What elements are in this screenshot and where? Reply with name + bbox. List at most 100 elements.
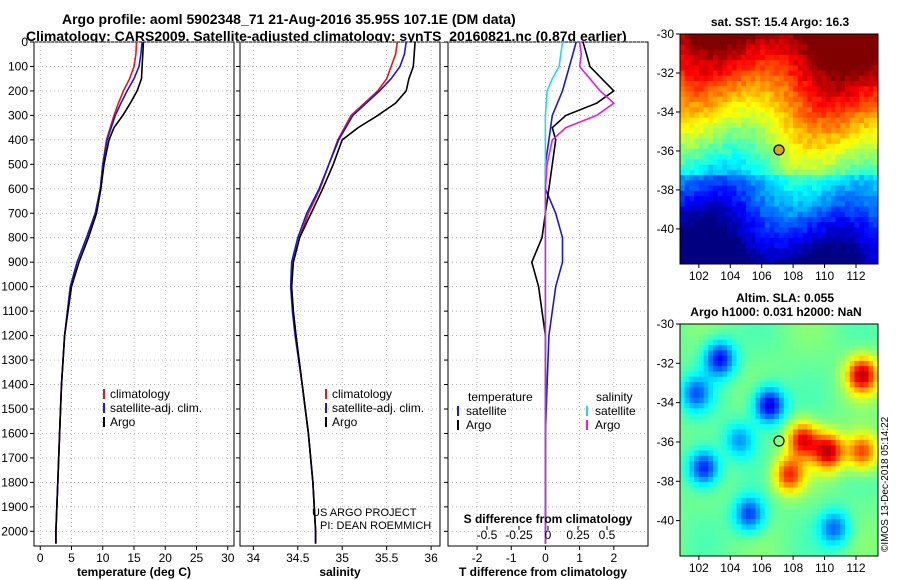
map-cell bbox=[708, 513, 714, 520]
map-cell bbox=[816, 206, 822, 213]
map-cell bbox=[703, 216, 709, 223]
map-cell bbox=[797, 122, 803, 129]
map-cell bbox=[821, 190, 827, 197]
map-cell bbox=[868, 445, 874, 451]
map-cell bbox=[849, 39, 855, 45]
map-cell bbox=[774, 34, 780, 40]
map-cell bbox=[746, 201, 752, 207]
map-cell bbox=[845, 545, 851, 552]
map-cell bbox=[746, 508, 752, 515]
map-cell bbox=[859, 355, 865, 362]
map-cell bbox=[783, 154, 789, 160]
map-cell bbox=[807, 455, 813, 462]
map-cell bbox=[698, 339, 704, 346]
x-tick-label: 5 bbox=[68, 551, 75, 565]
map-cell bbox=[816, 513, 822, 520]
map-cell bbox=[845, 206, 851, 213]
legend-label: satellite-adj. clim. bbox=[332, 401, 424, 415]
map-cell bbox=[830, 248, 836, 254]
map-cell bbox=[727, 524, 733, 531]
map-cell bbox=[722, 149, 728, 155]
map-cell bbox=[727, 545, 733, 552]
map-cell bbox=[854, 455, 860, 462]
map-cell bbox=[764, 222, 770, 228]
map-cell bbox=[835, 54, 841, 61]
map-cell bbox=[717, 86, 723, 92]
map-cell bbox=[708, 222, 714, 228]
map-cell bbox=[779, 339, 785, 346]
map-cell bbox=[755, 128, 761, 134]
map-cell bbox=[783, 54, 789, 61]
map-cell bbox=[840, 49, 846, 56]
map-cell bbox=[802, 413, 808, 420]
map-cell bbox=[821, 334, 827, 341]
map-cell bbox=[873, 376, 879, 383]
map-cell bbox=[830, 339, 836, 346]
map-cell bbox=[698, 232, 704, 239]
map-cell bbox=[849, 498, 855, 504]
map-cell bbox=[816, 450, 822, 457]
map-cell bbox=[854, 65, 860, 71]
map-cell bbox=[703, 371, 709, 378]
map-cell bbox=[760, 487, 766, 494]
map-cell bbox=[750, 508, 756, 515]
map-cell bbox=[694, 180, 700, 186]
map-cell bbox=[859, 190, 865, 197]
map-cell bbox=[868, 540, 874, 546]
map-cell bbox=[812, 96, 818, 103]
map-cell bbox=[793, 534, 799, 541]
map-cell bbox=[708, 112, 714, 119]
map-cell bbox=[826, 471, 832, 478]
map-cell bbox=[783, 408, 789, 415]
map-cell bbox=[826, 133, 832, 139]
map-cell bbox=[769, 122, 775, 129]
map-cell bbox=[868, 529, 874, 536]
map-cell bbox=[713, 466, 719, 473]
map-cell bbox=[821, 382, 827, 388]
map-cell bbox=[717, 461, 723, 467]
map-cell bbox=[731, 143, 737, 150]
map-cell bbox=[680, 149, 686, 155]
map-cell bbox=[727, 550, 733, 557]
map-cell bbox=[835, 403, 841, 409]
map-cell bbox=[727, 39, 733, 45]
map-cell bbox=[788, 216, 794, 223]
map-cell bbox=[741, 408, 747, 415]
map-cell bbox=[802, 529, 808, 536]
map-cell bbox=[755, 159, 761, 166]
map-cell bbox=[750, 387, 756, 393]
map-cell bbox=[746, 65, 752, 71]
map-cell bbox=[750, 403, 756, 409]
map-cell bbox=[760, 498, 766, 504]
map-cell bbox=[684, 376, 690, 383]
map-cell bbox=[783, 175, 789, 181]
map-cell bbox=[779, 70, 785, 77]
map-cell bbox=[845, 91, 851, 98]
map-cell bbox=[769, 227, 775, 234]
map-cell bbox=[722, 164, 728, 171]
map-cell bbox=[812, 366, 818, 372]
map-cell bbox=[863, 96, 869, 103]
map-cell bbox=[684, 164, 690, 171]
map-cell bbox=[717, 324, 723, 330]
map-cell bbox=[845, 222, 851, 228]
map-cell bbox=[816, 529, 822, 536]
map-cell bbox=[788, 237, 794, 244]
map-cell bbox=[797, 345, 803, 351]
map-cell bbox=[698, 227, 704, 234]
map-cell bbox=[873, 60, 879, 66]
map-cell bbox=[680, 60, 686, 66]
map-cell bbox=[845, 196, 851, 202]
map-cell bbox=[816, 345, 822, 351]
map-cell bbox=[783, 413, 789, 420]
map-cell bbox=[689, 180, 695, 186]
map-cell bbox=[708, 133, 714, 139]
map-cell bbox=[736, 253, 742, 260]
map-cell bbox=[764, 329, 770, 335]
map-cell bbox=[840, 545, 846, 552]
map-cell bbox=[802, 434, 808, 441]
map-cell bbox=[821, 413, 827, 420]
map-cell bbox=[868, 196, 874, 202]
map-cell bbox=[727, 180, 733, 186]
map-cell bbox=[717, 39, 723, 45]
